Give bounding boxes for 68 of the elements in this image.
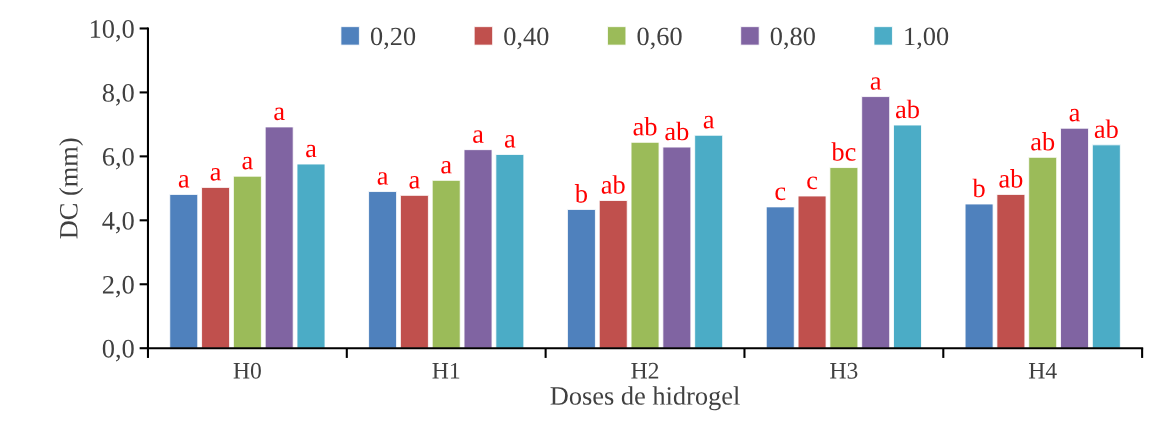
data-label: ab bbox=[895, 99, 919, 119]
data-label: ab bbox=[665, 121, 689, 141]
data-label: a bbox=[377, 172, 389, 185]
x-tick-label: H4 bbox=[1028, 362, 1057, 379]
data-label: ab bbox=[1094, 119, 1118, 139]
bar bbox=[431, 179, 461, 349]
legend-label: 0,40 bbox=[504, 27, 549, 50]
bar bbox=[232, 175, 262, 349]
data-label: a bbox=[473, 130, 484, 143]
data-label: a bbox=[409, 175, 420, 189]
y-tick-label: 6,0 bbox=[102, 147, 134, 170]
data-label: a bbox=[870, 77, 882, 90]
data-label: c bbox=[807, 176, 818, 190]
bar bbox=[296, 163, 326, 349]
data-label: a bbox=[178, 175, 190, 188]
data-label: b bbox=[574, 184, 588, 203]
data-label: c bbox=[775, 187, 786, 201]
x-tick-label: H2 bbox=[631, 362, 659, 379]
bar bbox=[662, 146, 692, 349]
data-label: bc bbox=[831, 142, 856, 161]
y-tick-label: 0,0 bbox=[102, 339, 134, 362]
bar bbox=[495, 154, 525, 349]
bar bbox=[964, 203, 994, 349]
x-tick-label: H0 bbox=[233, 362, 261, 379]
data-label: a bbox=[274, 107, 285, 121]
data-label: ab bbox=[601, 175, 625, 194]
bar bbox=[399, 194, 429, 349]
bar bbox=[1028, 156, 1058, 349]
data-label: ab bbox=[1031, 132, 1055, 151]
data-label: a bbox=[210, 167, 222, 181]
bar bbox=[765, 206, 795, 349]
x-tick-label: H3 bbox=[830, 362, 858, 379]
data-label: b bbox=[972, 178, 985, 198]
y-tick-label: 2,0 bbox=[102, 275, 134, 298]
y-tick-label: 8,0 bbox=[102, 84, 134, 106]
bar bbox=[1060, 127, 1089, 349]
data-label: ab bbox=[999, 169, 1023, 188]
data-label: a bbox=[703, 115, 715, 129]
bar bbox=[169, 194, 199, 349]
bar bbox=[630, 141, 660, 349]
x-axis-title: Doses de hidrogel bbox=[550, 386, 740, 411]
bar bbox=[861, 96, 891, 349]
y-tick-label: 4,0 bbox=[102, 211, 134, 234]
legend-label: 0,20 bbox=[370, 27, 416, 50]
legend-label: 0,80 bbox=[770, 27, 815, 50]
bar bbox=[463, 149, 493, 349]
y-axis-title: DC (mm) bbox=[59, 138, 84, 239]
data-label: a bbox=[242, 156, 253, 170]
data-label: a bbox=[504, 135, 516, 148]
legend-label: 0,60 bbox=[637, 27, 682, 50]
data-label: a bbox=[306, 144, 317, 158]
bar bbox=[996, 194, 1026, 349]
data-label: ab bbox=[633, 116, 657, 136]
bar bbox=[797, 195, 827, 349]
bar bbox=[829, 167, 859, 349]
bar bbox=[201, 186, 230, 349]
bar bbox=[694, 134, 724, 349]
x-tick-label: H1 bbox=[432, 362, 460, 379]
bar bbox=[567, 209, 596, 349]
y-tick-label: 10,0 bbox=[90, 20, 134, 42]
bar bbox=[264, 126, 294, 349]
data-label: a bbox=[441, 160, 452, 174]
legend-label: 1,00 bbox=[905, 27, 949, 50]
data-label: a bbox=[1069, 108, 1081, 122]
bar bbox=[893, 124, 922, 349]
bar bbox=[1091, 144, 1121, 349]
bar bbox=[598, 200, 628, 349]
bar bbox=[368, 191, 398, 349]
